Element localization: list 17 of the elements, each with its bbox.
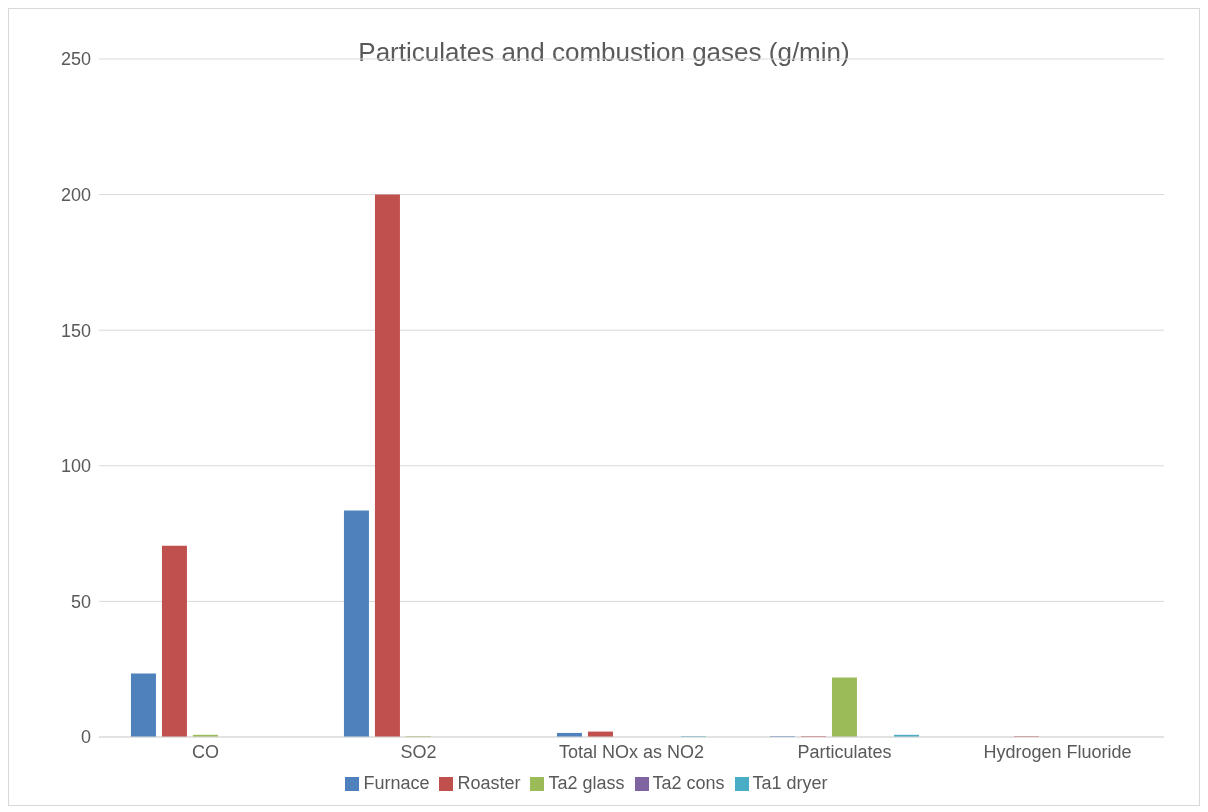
y-tick-label: 100 <box>60 456 91 477</box>
x-tick-label: SO2 <box>400 741 437 762</box>
legend-label: Furnace <box>363 773 430 793</box>
legend-label: Roaster <box>457 773 521 793</box>
legend-label: Ta1 dryer <box>752 773 828 793</box>
legend-label: Ta2 cons <box>652 773 725 793</box>
y-tick-label: 200 <box>60 184 91 205</box>
x-tick-label: CO <box>192 741 219 762</box>
x-tick-label: Particulates <box>797 741 892 762</box>
y-tick-label: 50 <box>70 591 91 612</box>
y-tick-label: 0 <box>80 727 91 748</box>
x-tick-label: Hydrogen Fluoride <box>983 741 1132 762</box>
chart-title: Particulates and combustion gases (g/min) <box>358 37 850 67</box>
legend-label: Ta2 glass <box>548 773 625 793</box>
x-tick-label: Total NOx as NO2 <box>558 741 705 762</box>
y-tick-label: 250 <box>60 49 91 70</box>
y-tick-label: 150 <box>60 320 91 341</box>
